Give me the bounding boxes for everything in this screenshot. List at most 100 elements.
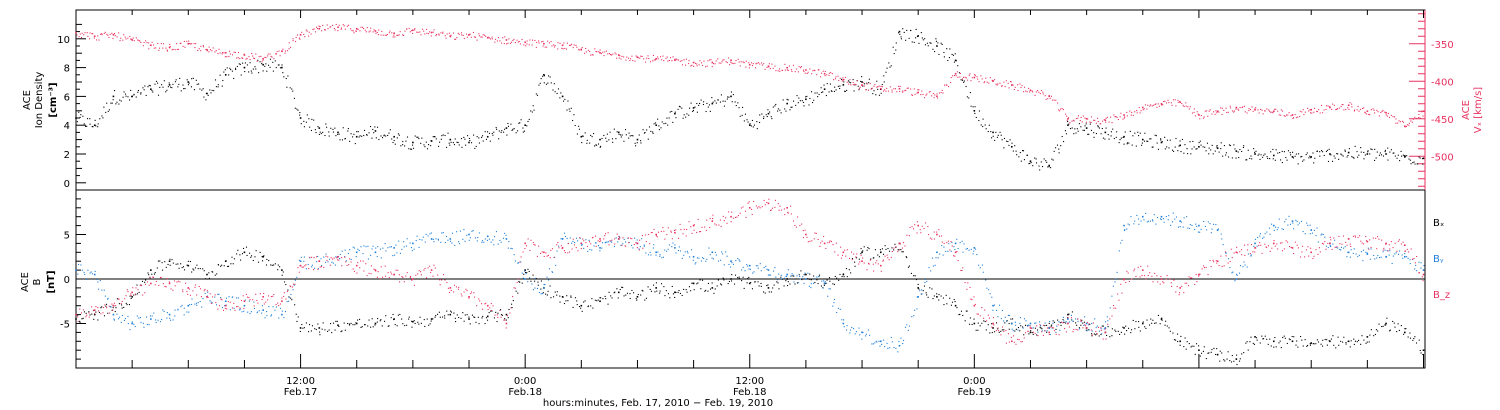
data-point xyxy=(1042,91,1044,93)
data-point xyxy=(468,297,470,299)
data-point xyxy=(1102,325,1104,327)
data-point xyxy=(473,292,475,294)
data-point xyxy=(644,61,647,63)
data-point xyxy=(499,239,501,241)
data-point xyxy=(127,96,129,98)
data-point xyxy=(970,105,972,107)
data-point xyxy=(1176,285,1178,288)
data-point xyxy=(863,246,865,248)
data-point xyxy=(337,324,339,327)
data-point xyxy=(973,250,975,252)
data-point xyxy=(249,59,251,61)
data-point xyxy=(210,302,212,304)
data-point xyxy=(1211,349,1213,351)
data-point xyxy=(667,293,669,295)
data-point xyxy=(567,243,569,245)
data-point xyxy=(573,244,576,246)
data-point xyxy=(215,304,218,306)
data-point xyxy=(137,39,139,41)
data-point xyxy=(671,60,673,62)
data-point xyxy=(1257,109,1259,111)
data-point xyxy=(1179,144,1182,147)
data-point xyxy=(723,279,725,281)
data-point xyxy=(209,49,211,51)
data-point xyxy=(902,28,904,30)
data-point xyxy=(617,238,620,240)
data-point xyxy=(440,241,442,243)
data-point xyxy=(183,314,185,316)
data-point xyxy=(220,265,222,267)
data-point xyxy=(444,241,446,244)
data-point xyxy=(1272,242,1275,245)
data-point xyxy=(1003,330,1005,333)
data-point xyxy=(379,320,381,322)
data-point xyxy=(842,273,845,276)
data-point xyxy=(614,238,616,240)
data-point xyxy=(1196,343,1198,345)
data-point xyxy=(1124,333,1126,335)
right-tick-label: -500 xyxy=(1431,152,1454,163)
data-point xyxy=(756,62,758,64)
data-point xyxy=(301,324,303,326)
data-point xyxy=(1108,138,1110,140)
data-point xyxy=(805,233,807,236)
data-point xyxy=(813,275,815,277)
data-point xyxy=(956,251,958,253)
data-point xyxy=(1353,157,1355,159)
data-point xyxy=(350,258,352,260)
data-point xyxy=(153,312,155,314)
data-point xyxy=(237,52,240,54)
data-point xyxy=(998,304,1001,306)
data-point xyxy=(246,64,248,66)
data-point xyxy=(545,252,547,254)
data-point xyxy=(1019,330,1021,332)
data-point xyxy=(359,267,361,269)
data-point xyxy=(355,27,358,30)
data-point xyxy=(439,279,441,281)
data-point xyxy=(1178,145,1180,147)
data-point xyxy=(256,299,258,302)
data-point xyxy=(500,241,502,243)
data-point xyxy=(527,268,529,270)
data-point xyxy=(969,286,971,288)
data-point xyxy=(688,60,690,62)
data-point xyxy=(615,53,617,55)
data-point xyxy=(284,52,286,54)
data-point xyxy=(240,74,242,76)
data-point xyxy=(341,27,343,29)
data-point xyxy=(563,302,566,305)
data-point xyxy=(97,123,99,125)
data-point xyxy=(617,297,619,299)
data-point xyxy=(1139,276,1141,278)
data-point xyxy=(1127,272,1129,274)
data-point xyxy=(915,28,917,31)
data-point xyxy=(997,328,999,330)
data-point xyxy=(582,238,584,240)
data-point xyxy=(599,49,601,51)
data-point xyxy=(1254,153,1256,155)
data-point xyxy=(787,211,789,213)
data-point xyxy=(873,90,875,92)
data-point xyxy=(1216,229,1218,231)
data-point xyxy=(535,93,537,95)
data-point xyxy=(1370,109,1372,111)
data-point xyxy=(918,288,920,290)
data-point xyxy=(1156,106,1158,108)
data-point xyxy=(1338,107,1340,109)
data-point xyxy=(108,305,110,307)
data-point xyxy=(303,126,305,128)
data-point xyxy=(862,257,864,259)
data-point xyxy=(750,125,752,127)
data-point xyxy=(359,260,362,262)
data-point xyxy=(572,240,574,242)
data-point xyxy=(1095,327,1097,329)
data-point xyxy=(1366,341,1368,343)
data-point xyxy=(1369,334,1371,336)
data-point xyxy=(366,134,368,136)
data-point xyxy=(152,91,154,93)
data-point xyxy=(943,242,945,244)
data-point xyxy=(966,310,968,312)
data-point xyxy=(848,257,851,259)
data-point xyxy=(1149,272,1151,274)
data-point xyxy=(899,90,901,93)
